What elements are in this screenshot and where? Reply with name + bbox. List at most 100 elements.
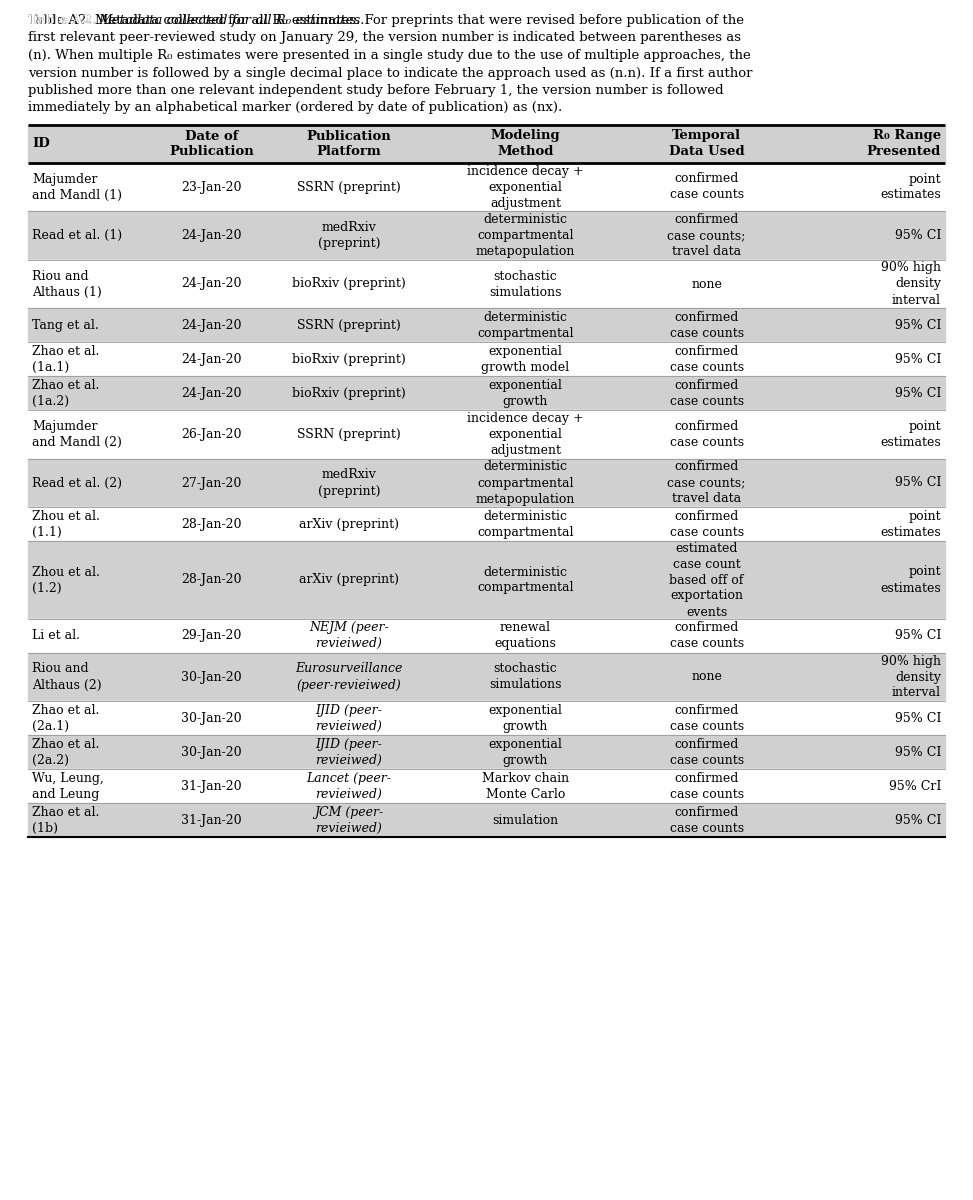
- Text: version number is followed by a single decimal place to indicate the approach us: version number is followed by a single d…: [28, 66, 752, 79]
- Text: 28-Jan-20: 28-Jan-20: [181, 574, 241, 587]
- Bar: [28, 701, 945, 736]
- Text: confirmed
case counts: confirmed case counts: [669, 622, 743, 650]
- Text: renewal
equations: renewal equations: [494, 622, 557, 650]
- Text: bioRxiv (preprint): bioRxiv (preprint): [292, 277, 406, 290]
- Text: 29-Jan-20: 29-Jan-20: [181, 629, 241, 642]
- Text: Read et al. (1): Read et al. (1): [32, 229, 123, 242]
- Text: confirmed
case counts;
travel data: confirmed case counts; travel data: [667, 461, 745, 505]
- Text: confirmed
case counts;
travel data: confirmed case counts; travel data: [667, 214, 745, 258]
- Text: 95% CI: 95% CI: [894, 319, 941, 331]
- Bar: [28, 410, 945, 458]
- Text: confirmed
case counts: confirmed case counts: [669, 805, 743, 835]
- Text: bioRxiv (preprint): bioRxiv (preprint): [292, 386, 406, 400]
- Text: Zhao et al.
(2a.1): Zhao et al. (2a.1): [32, 703, 99, 733]
- Text: 95% CI: 95% CI: [894, 712, 941, 725]
- Text: Majumder
and Mandl (2): Majumder and Mandl (2): [32, 420, 122, 449]
- Text: confirmed
case counts: confirmed case counts: [669, 344, 743, 373]
- Bar: [28, 736, 945, 769]
- Text: deterministic
compartmental
metapopulation: deterministic compartmental metapopulati…: [476, 214, 575, 258]
- Text: ID: ID: [32, 137, 50, 150]
- Text: 95% CI: 95% CI: [894, 386, 941, 400]
- Text: point
estimates: point estimates: [881, 510, 941, 539]
- Text: stochastic
simulations: stochastic simulations: [489, 270, 561, 299]
- Text: arXiv (preprint): arXiv (preprint): [299, 517, 399, 530]
- Text: estimated
case count
based off of
exportation
events: estimated case count based off of export…: [669, 541, 743, 618]
- Bar: [28, 458, 945, 508]
- Text: Table A2.: Table A2.: [28, 14, 96, 26]
- Text: 90% high
density
interval: 90% high density interval: [881, 654, 941, 700]
- Text: confirmed
case counts: confirmed case counts: [669, 173, 743, 202]
- Text: none: none: [691, 671, 722, 684]
- Text: exponential
growth model: exponential growth model: [482, 344, 569, 373]
- Text: deterministic
compartmental: deterministic compartmental: [477, 311, 574, 340]
- Text: Modeling
Method: Modeling Method: [490, 130, 560, 158]
- Text: Eurosurveillance
(peer-revieiwed): Eurosurveillance (peer-revieiwed): [295, 662, 403, 691]
- Text: 90% high
density
interval: 90% high density interval: [881, 262, 941, 306]
- Text: Markov chain
Monte Carlo: Markov chain Monte Carlo: [482, 772, 569, 800]
- Text: stochastic
simulations: stochastic simulations: [489, 662, 561, 691]
- Text: Table A2. Metadata collected for all R₀ estimates. For preprints that were revis: Table A2. Metadata collected for all R₀ …: [28, 14, 744, 26]
- Text: Lancet (peer-
revieiwed): Lancet (peer- revieiwed): [306, 772, 391, 800]
- Bar: [28, 259, 945, 308]
- Text: confirmed
case counts: confirmed case counts: [669, 703, 743, 733]
- Text: confirmed
case counts: confirmed case counts: [669, 738, 743, 767]
- Text: Temporal
Data Used: Temporal Data Used: [668, 130, 744, 158]
- Text: confirmed
case counts: confirmed case counts: [669, 510, 743, 539]
- Text: medRxiv
(preprint): medRxiv (preprint): [318, 468, 380, 498]
- Bar: [28, 163, 945, 211]
- Text: Tang et al.: Tang et al.: [32, 319, 98, 331]
- Text: point
estimates: point estimates: [881, 420, 941, 449]
- Text: 27-Jan-20: 27-Jan-20: [181, 476, 241, 490]
- Text: JCM (peer-
revieiwed): JCM (peer- revieiwed): [314, 805, 383, 835]
- Text: point
estimates: point estimates: [881, 173, 941, 202]
- Text: 24-Jan-20: 24-Jan-20: [181, 229, 241, 242]
- Text: R₀ Range
Presented: R₀ Range Presented: [867, 130, 941, 158]
- Bar: [28, 125, 945, 163]
- Text: 31-Jan-20: 31-Jan-20: [181, 814, 241, 827]
- Text: 95% CI: 95% CI: [894, 353, 941, 366]
- Text: confirmed
case counts: confirmed case counts: [669, 379, 743, 408]
- Bar: [28, 619, 945, 653]
- Text: immediately by an alphabetical marker (ordered by date of publication) as (nx).: immediately by an alphabetical marker (o…: [28, 102, 562, 114]
- Text: incidence decay +
exponential
adjustment: incidence decay + exponential adjustment: [467, 164, 584, 210]
- Text: Majumder
and Mandl (1): Majumder and Mandl (1): [32, 173, 122, 202]
- Text: 30-Jan-20: 30-Jan-20: [181, 745, 241, 758]
- Text: Zhou et al.
(1.1): Zhou et al. (1.1): [32, 510, 100, 539]
- Text: Zhao et al.
(1b): Zhao et al. (1b): [32, 805, 99, 835]
- Bar: [28, 211, 945, 259]
- Text: 24-Jan-20: 24-Jan-20: [181, 353, 241, 366]
- Bar: [28, 342, 945, 377]
- Text: deterministic
compartmental
metapopulation: deterministic compartmental metapopulati…: [476, 461, 575, 505]
- Text: simulation: simulation: [492, 814, 559, 827]
- Text: bioRxiv (preprint): bioRxiv (preprint): [292, 353, 406, 366]
- Text: Zhou et al.
(1.2): Zhou et al. (1.2): [32, 565, 100, 594]
- Text: 30-Jan-20: 30-Jan-20: [181, 671, 241, 684]
- Text: 95% CI: 95% CI: [894, 476, 941, 490]
- Text: arXiv (preprint): arXiv (preprint): [299, 574, 399, 587]
- Text: 23-Jan-20: 23-Jan-20: [181, 180, 241, 193]
- Text: IJID (peer-
revieiwed): IJID (peer- revieiwed): [315, 703, 382, 733]
- Text: Li et al.: Li et al.: [32, 629, 80, 642]
- Text: 95% CrI: 95% CrI: [888, 780, 941, 793]
- Text: confirmed
case counts: confirmed case counts: [669, 311, 743, 340]
- Text: SSRN (preprint): SSRN (preprint): [297, 180, 401, 193]
- Text: exponential
growth: exponential growth: [488, 703, 562, 733]
- Bar: [28, 541, 945, 619]
- Bar: [28, 653, 945, 701]
- Text: published more than one relevant independent study before February 1, the versio: published more than one relevant indepen…: [28, 84, 724, 97]
- Text: point
estimates: point estimates: [881, 565, 941, 594]
- Text: SSRN (preprint): SSRN (preprint): [297, 428, 401, 440]
- Text: 31-Jan-20: 31-Jan-20: [181, 780, 241, 793]
- Text: 24-Jan-20: 24-Jan-20: [181, 277, 241, 290]
- Text: Publication
Platform: Publication Platform: [306, 130, 391, 158]
- Text: 95% CI: 95% CI: [894, 229, 941, 242]
- Text: 95% CI: 95% CI: [894, 629, 941, 642]
- Text: IJID (peer-
revieiwed): IJID (peer- revieiwed): [315, 738, 382, 767]
- Bar: [28, 308, 945, 342]
- Text: deterministic
compartmental: deterministic compartmental: [477, 565, 574, 594]
- Text: 30-Jan-20: 30-Jan-20: [181, 712, 241, 725]
- Text: 95% CI: 95% CI: [894, 814, 941, 827]
- Text: Zhao et al.
(2a.2): Zhao et al. (2a.2): [32, 738, 99, 767]
- Text: 24-Jan-20: 24-Jan-20: [181, 319, 241, 331]
- Text: first relevant peer-reviewed study on January 29, the version number is indicate: first relevant peer-reviewed study on Ja…: [28, 31, 741, 44]
